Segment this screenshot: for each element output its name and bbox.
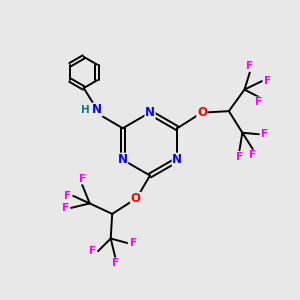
Text: F: F [236, 152, 243, 162]
Text: F: F [88, 246, 96, 256]
Text: N: N [92, 103, 102, 116]
Text: F: F [264, 76, 272, 86]
Text: F: F [255, 97, 262, 107]
Text: N: N [145, 106, 155, 119]
Text: H: H [81, 105, 90, 115]
Text: F: F [249, 150, 256, 160]
Text: N: N [172, 153, 182, 166]
Text: F: F [112, 258, 119, 268]
Text: F: F [79, 174, 86, 184]
Text: O: O [197, 106, 207, 119]
Text: O: O [130, 192, 141, 206]
Text: N: N [118, 153, 128, 166]
Text: F: F [130, 238, 137, 248]
Text: F: F [246, 61, 254, 71]
Text: F: F [61, 203, 69, 213]
Text: F: F [64, 191, 71, 201]
Text: F: F [261, 129, 268, 139]
